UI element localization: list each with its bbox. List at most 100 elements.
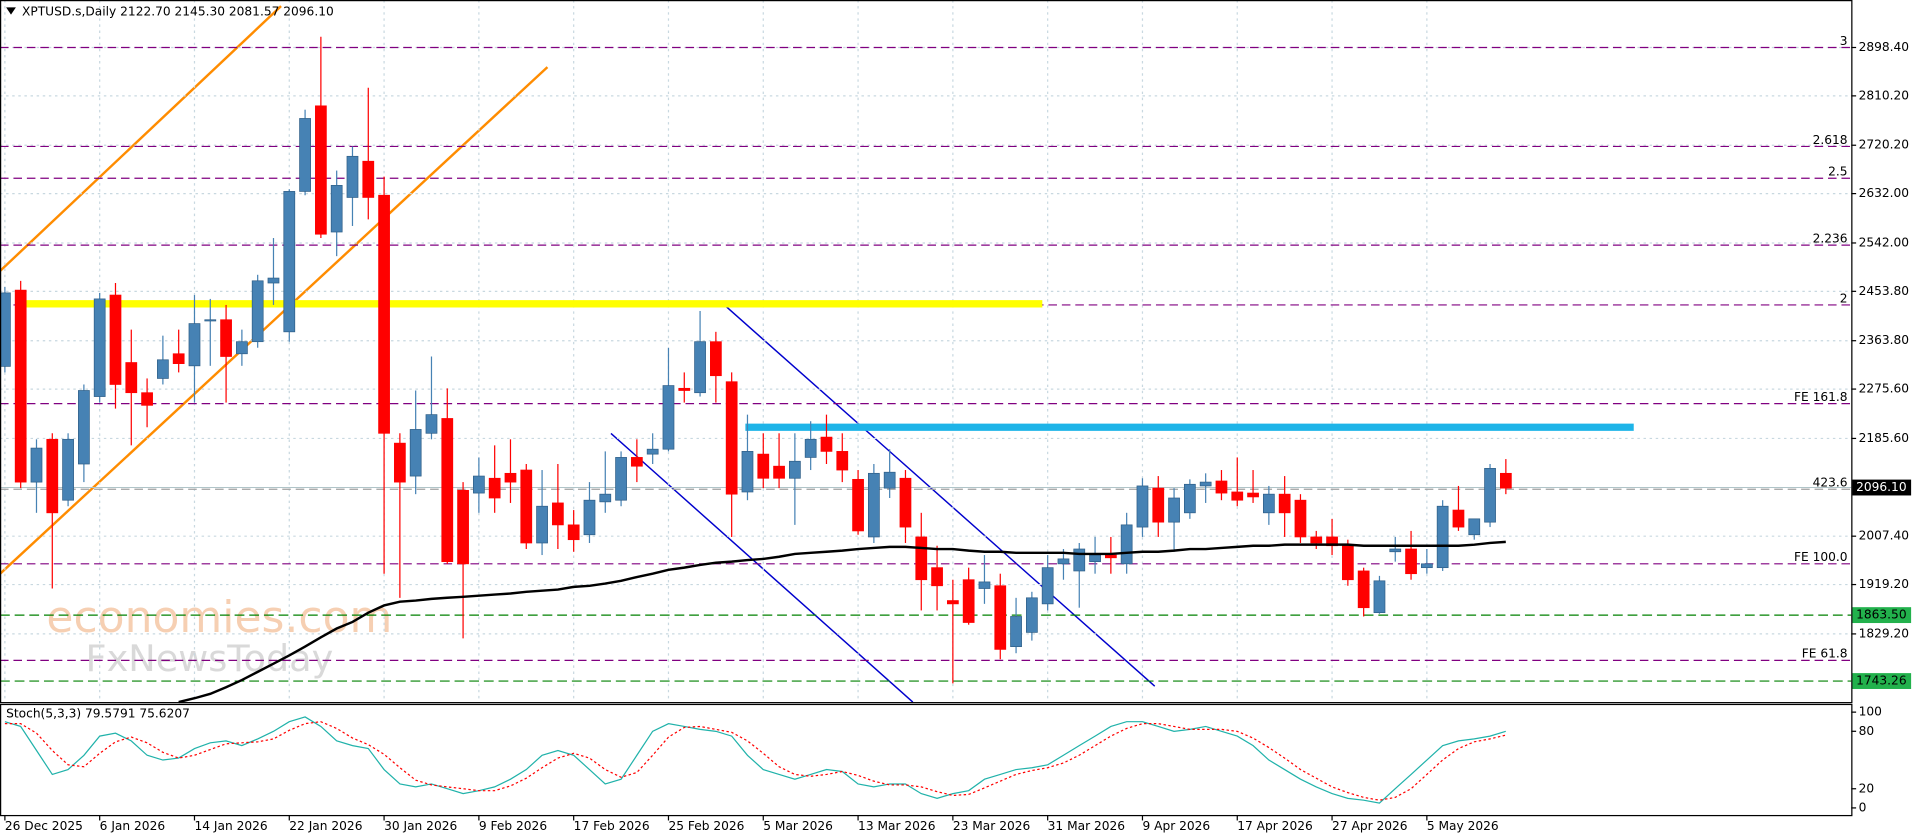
candle-body bbox=[504, 472, 517, 483]
candle-body bbox=[473, 475, 485, 494]
x-tick-label: 17 Feb 2026 bbox=[574, 819, 650, 833]
candle-body bbox=[820, 436, 833, 452]
level-label: 2 bbox=[1840, 291, 1848, 305]
candle-body bbox=[883, 471, 896, 489]
candle-body bbox=[1357, 570, 1370, 609]
candle-body bbox=[299, 118, 311, 192]
candle-body bbox=[1499, 472, 1512, 489]
price-box-label: 1743.26 bbox=[1856, 674, 1906, 688]
candle-body bbox=[520, 469, 533, 544]
candle-body bbox=[1010, 616, 1022, 648]
x-tick-label: 5 May 2026 bbox=[1427, 819, 1499, 833]
candle-body bbox=[567, 524, 580, 541]
candle-body bbox=[488, 477, 501, 499]
candle-body bbox=[109, 294, 122, 385]
candle-body bbox=[204, 319, 217, 322]
channel-line bbox=[0, 5, 282, 272]
candle-body bbox=[141, 392, 153, 406]
y-tick-label: 1919.20 bbox=[1859, 577, 1909, 591]
candle-body bbox=[330, 185, 343, 233]
y-tick-label: 2453.80 bbox=[1859, 284, 1909, 298]
candle-body bbox=[1420, 563, 1433, 569]
candle-body bbox=[978, 581, 991, 589]
candle-body bbox=[236, 341, 248, 355]
candle-body bbox=[1341, 545, 1354, 581]
candle-body bbox=[1310, 536, 1323, 544]
x-tick-label: 13 Mar 2026 bbox=[858, 819, 935, 833]
price-box bbox=[1852, 673, 1912, 689]
candle-body bbox=[1484, 468, 1496, 523]
candle-body bbox=[346, 155, 359, 198]
candle-body bbox=[425, 414, 438, 434]
x-tick-label: 31 Mar 2026 bbox=[1048, 819, 1125, 833]
chart-title: XPTUSD.s,Daily 2122.70 2145.30 2081.57 2… bbox=[22, 5, 334, 19]
x-tick-label: 22 Jan 2026 bbox=[289, 819, 362, 833]
candle-body bbox=[915, 536, 928, 581]
candle-body bbox=[0, 292, 11, 367]
y-tick-label: 2007.40 bbox=[1859, 529, 1909, 543]
candle-body bbox=[725, 381, 738, 495]
y-tick-label: 0 bbox=[1859, 800, 1867, 814]
level-label: FE 61.8 bbox=[1802, 647, 1848, 661]
price-box-label: 1863.50 bbox=[1856, 608, 1906, 622]
candle-body bbox=[852, 478, 864, 532]
candle-body bbox=[62, 438, 74, 501]
y-tick-label: 2542.00 bbox=[1859, 235, 1909, 249]
candle-body bbox=[93, 298, 106, 397]
candle-body bbox=[14, 289, 27, 483]
watermark: economies.com bbox=[46, 592, 392, 643]
candle-body bbox=[694, 341, 706, 394]
level-label: 423.6 bbox=[1813, 476, 1848, 490]
indicator-title: Stoch(5,3,3) 79.5791 75.6207 bbox=[6, 707, 190, 721]
price-box-label: 2096.10 bbox=[1856, 480, 1906, 494]
candle-body bbox=[1120, 524, 1133, 565]
y-tick-label: 2810.20 bbox=[1859, 88, 1909, 102]
x-tick-label: 9 Apr 2026 bbox=[1142, 819, 1210, 833]
candle-body bbox=[678, 387, 691, 391]
candle-body bbox=[1073, 548, 1086, 572]
level-label: FE 161.8 bbox=[1794, 390, 1848, 404]
candle-body bbox=[1152, 487, 1165, 523]
candle-body bbox=[394, 442, 406, 483]
candle-body bbox=[804, 438, 817, 458]
channel-line bbox=[610, 432, 914, 703]
candle-body bbox=[457, 489, 469, 565]
candle-body bbox=[78, 390, 90, 465]
x-tick-label: 25 Feb 2026 bbox=[668, 819, 744, 833]
candle-body bbox=[662, 385, 675, 450]
candle-body bbox=[1262, 493, 1275, 514]
y-tick-label: 2898.40 bbox=[1859, 40, 1909, 54]
candle-body bbox=[931, 567, 943, 587]
x-tick-label: 17 Apr 2026 bbox=[1237, 819, 1312, 833]
candle-body bbox=[157, 359, 169, 379]
candle-body bbox=[1436, 505, 1449, 569]
menu-icon[interactable] bbox=[6, 7, 16, 15]
candle-body bbox=[283, 191, 296, 333]
candle-body bbox=[188, 323, 201, 367]
y-tick-label: 20 bbox=[1859, 781, 1875, 795]
candle-body bbox=[599, 493, 612, 503]
candle-body bbox=[615, 457, 627, 501]
candle-body bbox=[1026, 597, 1038, 633]
candle-body bbox=[1373, 580, 1386, 614]
candle-body bbox=[1199, 481, 1212, 487]
main-panel-border bbox=[0, 0, 1853, 704]
candle-body bbox=[836, 451, 849, 471]
candle-body bbox=[378, 194, 390, 434]
candle-body bbox=[1215, 480, 1228, 494]
candle-body bbox=[1405, 548, 1417, 575]
candle-body bbox=[552, 502, 564, 526]
stochastic-line bbox=[4, 721, 1506, 801]
candle-body bbox=[267, 277, 280, 284]
candle-body bbox=[868, 472, 880, 538]
x-tick-label: 6 Jan 2026 bbox=[100, 819, 165, 833]
y-tick-label: 2363.80 bbox=[1859, 333, 1909, 347]
candle-body bbox=[1468, 518, 1481, 536]
candle-body bbox=[1278, 493, 1291, 514]
x-tick-label: 26 Dec 2025 bbox=[5, 819, 83, 833]
x-tick-label: 30 Jan 2026 bbox=[384, 819, 457, 833]
candle-body bbox=[536, 505, 548, 544]
candle-body bbox=[1231, 491, 1244, 501]
candle-body bbox=[172, 353, 185, 364]
